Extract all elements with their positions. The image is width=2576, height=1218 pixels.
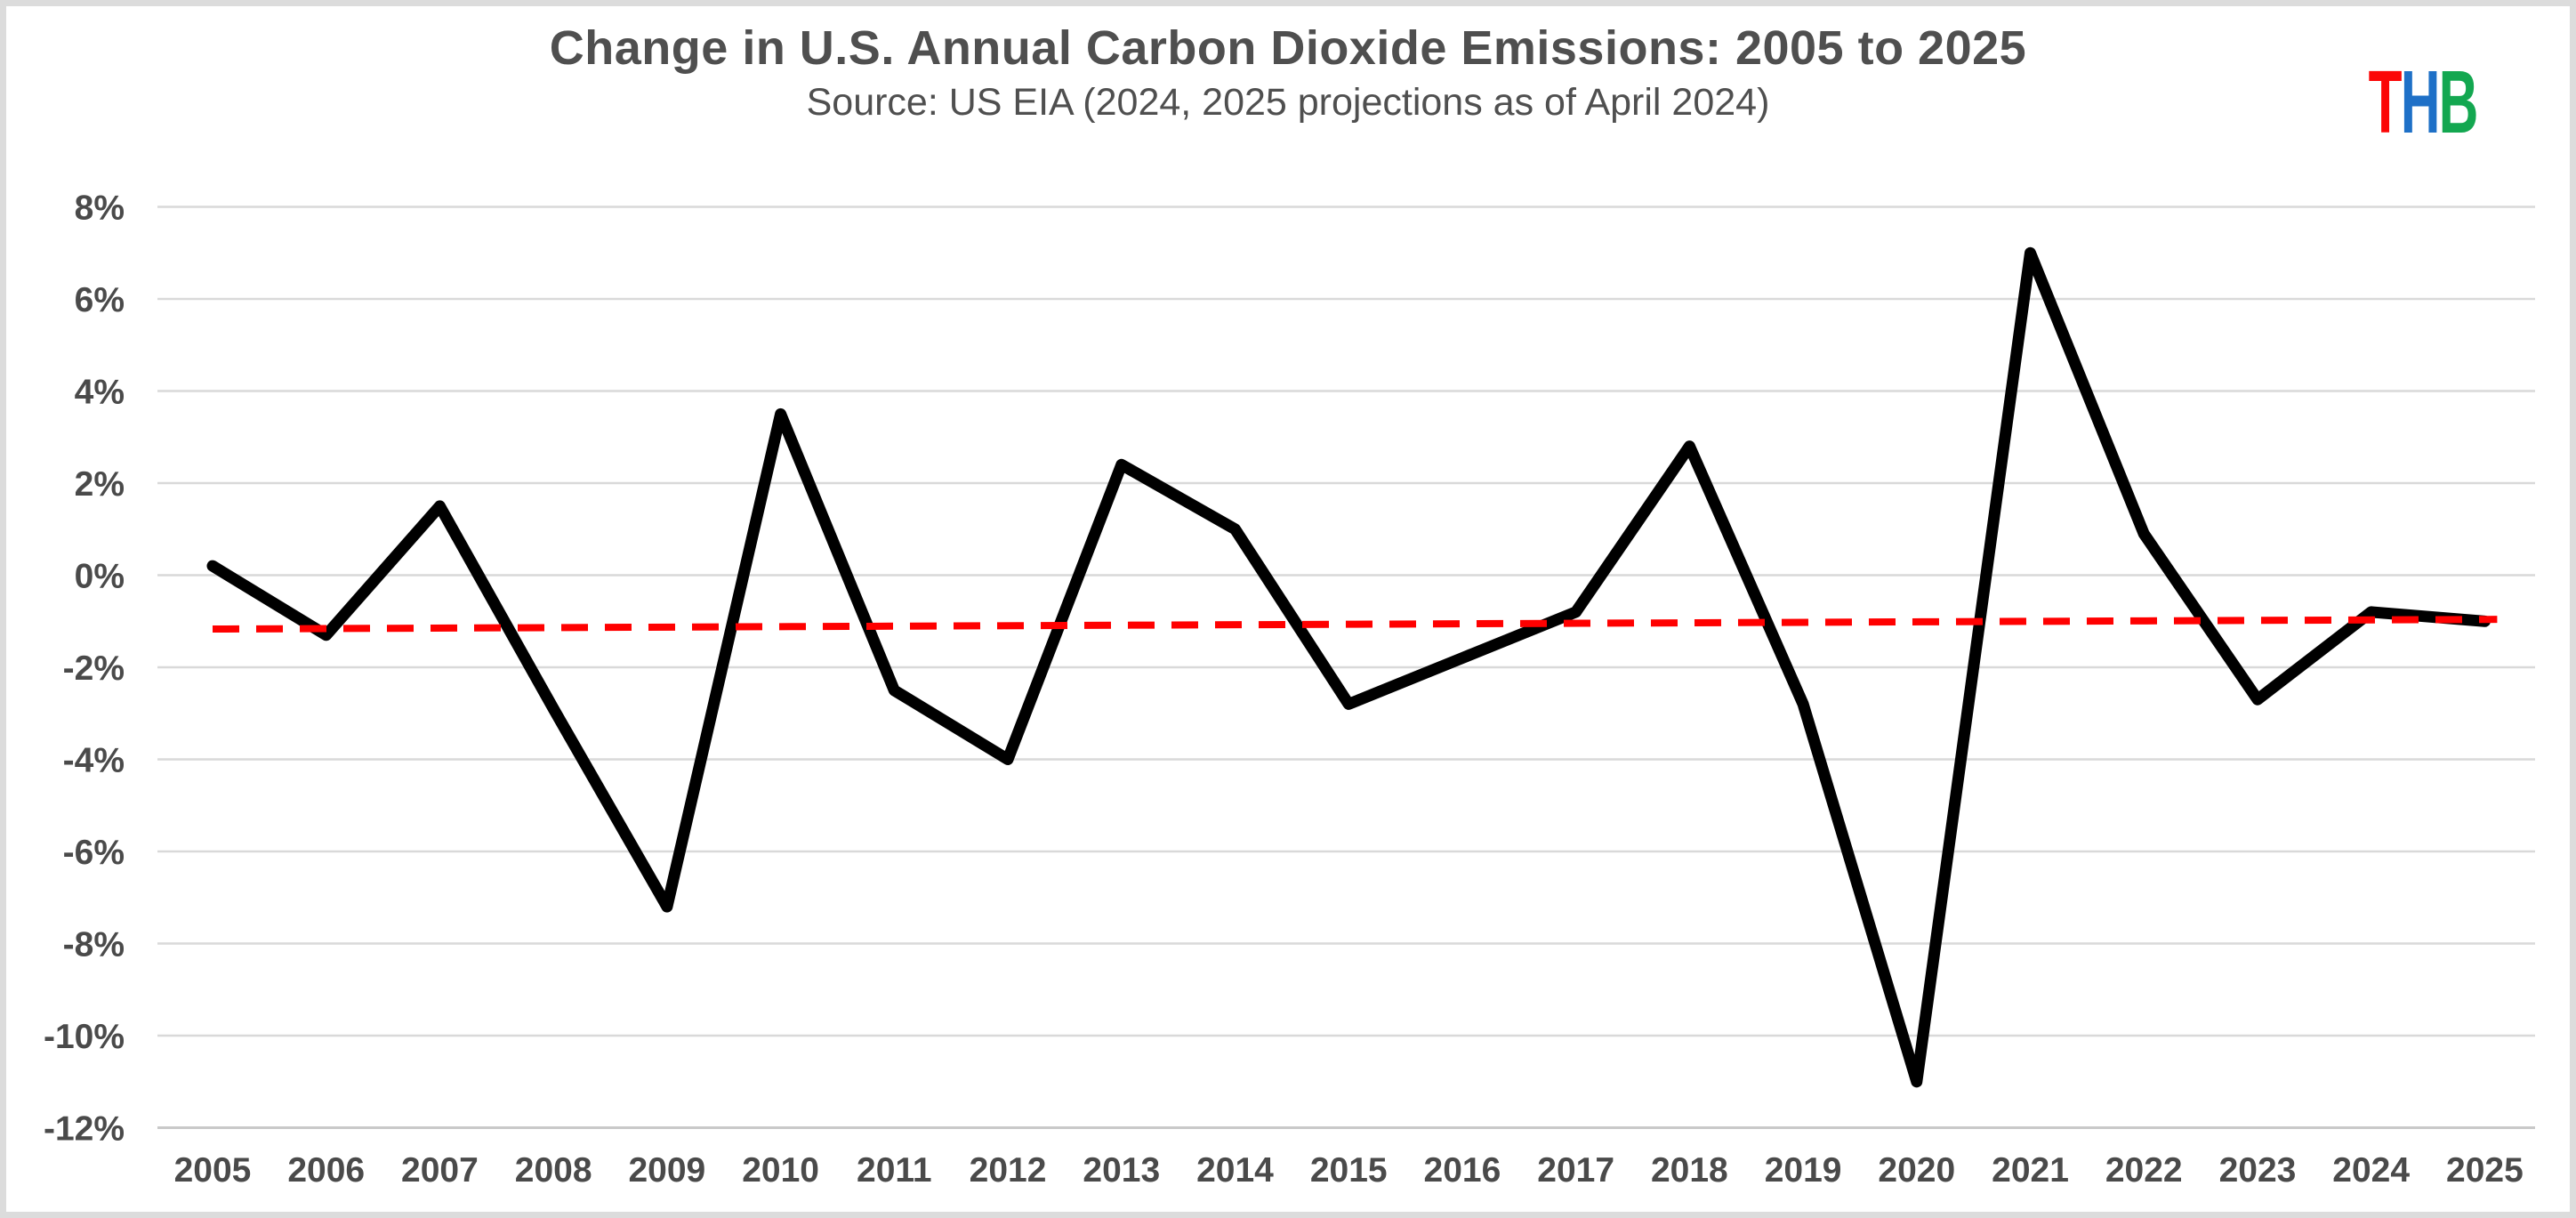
- x-tick-label: 2009: [628, 1151, 705, 1190]
- y-tick-label: -10%: [44, 1018, 125, 1056]
- y-tick-label: -12%: [44, 1110, 125, 1149]
- x-tick-label: 2022: [2105, 1151, 2183, 1190]
- x-tick-label: 2020: [1878, 1151, 1955, 1190]
- x-tick-label: 2014: [1196, 1151, 1274, 1190]
- y-tick-label: -4%: [63, 742, 125, 780]
- logo-letter-t: T: [2369, 52, 2403, 152]
- x-tick-label: 2013: [1083, 1151, 1160, 1190]
- x-tick-label: 2006: [287, 1151, 365, 1190]
- trend-line: [212, 616, 2498, 633]
- x-tick-label: 2025: [2446, 1151, 2524, 1190]
- y-tick-label: -6%: [63, 834, 125, 872]
- chart-subtitle: Source: US EIA (2024, 2025 projections a…: [806, 81, 1770, 124]
- x-tick-label: 2024: [2332, 1151, 2410, 1190]
- x-tick-label: 2023: [2219, 1151, 2297, 1190]
- y-tick-label: -2%: [63, 649, 125, 688]
- x-tick-label: 2017: [1537, 1151, 1614, 1190]
- x-tick-label: 2016: [1424, 1151, 1501, 1190]
- y-tick-label: -8%: [63, 926, 125, 964]
- y-tick-label: 4%: [75, 374, 125, 412]
- x-tick-label: 2021: [1992, 1151, 2069, 1190]
- x-tick-label: 2019: [1765, 1151, 1842, 1190]
- emissions-line: [206, 246, 2491, 1088]
- logo-letter-b: B: [2439, 52, 2479, 152]
- x-tick-label: 2008: [515, 1151, 592, 1190]
- x-tick-label: 2011: [857, 1151, 932, 1190]
- y-tick-label: 2%: [75, 465, 125, 504]
- emissions-line-chart: 8% 6% 4% 2% 0% -2% -4% -6% -8% -10% -12% 2005 2006 20…: [44, 190, 2535, 1190]
- x-tick-label: 2012: [970, 1151, 1047, 1190]
- chart-title: Change in U.S. Annual Carbon Dioxide Emi…: [549, 21, 2027, 75]
- y-tick-label: 0%: [75, 558, 125, 596]
- x-tick-label: 2007: [401, 1151, 479, 1190]
- x-tick-label: 2010: [742, 1151, 819, 1190]
- x-tick-label: 2015: [1310, 1151, 1388, 1190]
- thb-logo: THB: [2369, 58, 2479, 147]
- y-tick-label: 8%: [75, 190, 125, 228]
- x-tick-label: 2005: [174, 1151, 252, 1190]
- logo-letter-h: H: [2401, 52, 2441, 152]
- x-tick-label: 2018: [1651, 1151, 1728, 1190]
- y-tick-label: 6%: [75, 281, 125, 319]
